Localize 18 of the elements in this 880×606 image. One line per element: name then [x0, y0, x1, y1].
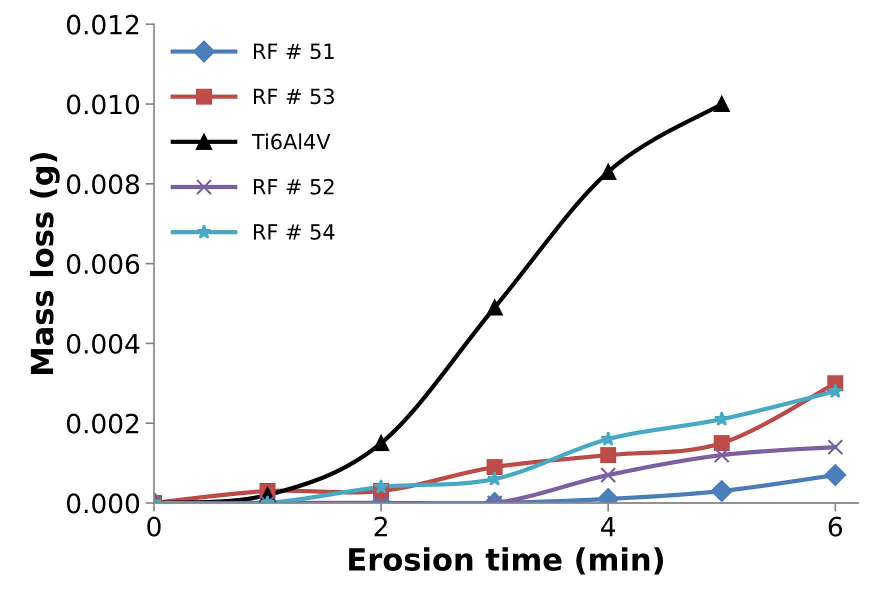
- y-tick-label: 0.004: [67, 334, 140, 354]
- x-tick-label: 6: [828, 516, 842, 537]
- legend-label: Ti6Al4V: [252, 133, 330, 150]
- legend-label: RF # 51: [254, 44, 334, 60]
- legend-label: RF # 53: [254, 88, 334, 104]
- legend-label: RF # 54: [254, 224, 334, 240]
- y-tick-label: 0.000: [67, 493, 140, 514]
- y-axis-title: Mass loss (g): [30, 153, 60, 374]
- y-tick-label: 0.006: [67, 254, 140, 274]
- y-tick-label: 0.012: [67, 14, 138, 35]
- x-tick-label: 4: [601, 516, 616, 536]
- y-tick-label: 0.010: [67, 94, 140, 114]
- legend-label: RF # 52: [254, 178, 334, 195]
- y-tick-label: 0.002: [67, 414, 138, 434]
- x-tick-label: 0: [147, 516, 161, 537]
- x-tick-label: 2: [374, 516, 387, 536]
- y-tick-label: 0.008: [67, 174, 139, 194]
- x-axis-title: Erosion time (min): [349, 547, 663, 575]
